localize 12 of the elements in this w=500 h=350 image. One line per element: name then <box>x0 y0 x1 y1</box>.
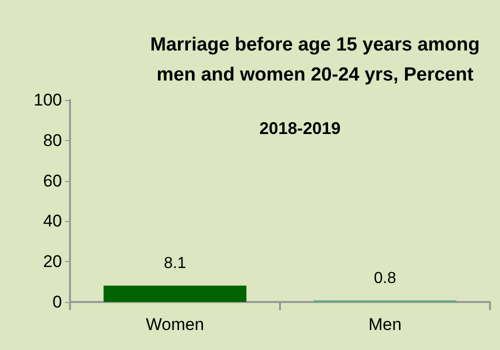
y-tick-label: 20 <box>43 252 62 272</box>
y-tick-label: 0 <box>52 292 62 312</box>
x-tick-label: Women <box>146 315 204 334</box>
x-tick-label: Men <box>368 315 402 334</box>
y-tick-label: 40 <box>43 212 62 231</box>
data-label: 0.8 <box>374 270 396 287</box>
text: 2018-2019 <box>259 119 341 138</box>
y-tick-label: 60 <box>43 171 62 190</box>
chart-title: Marriage before age 15 years among men and women 20-24 yrs, Percent <box>150 34 480 86</box>
y-tick-label: 80 <box>43 130 62 150</box>
data-label: 8.1 <box>164 255 186 272</box>
y-tick-label: 100 <box>34 90 62 110</box>
